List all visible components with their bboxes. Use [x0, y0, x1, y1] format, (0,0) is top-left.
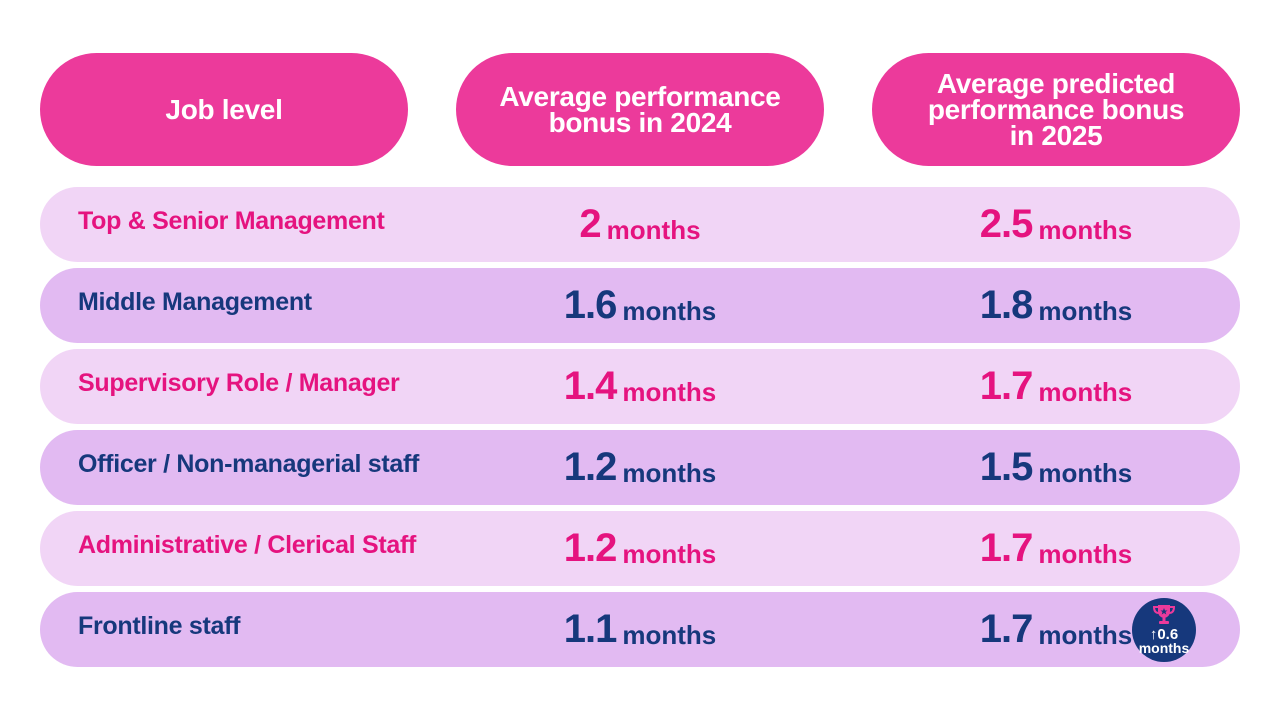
header-bonus-2024-text: Average performance bonus in 2024 [499, 80, 781, 138]
value-2025: 1.5 months [979, 445, 1133, 489]
value-2025: 2.5 months [979, 202, 1133, 246]
row-label: Top & Senior Management [78, 207, 385, 235]
table-row: Officer / Non-managerial staff 1.2 months… [40, 430, 1240, 505]
row-label: Middle Management [78, 288, 312, 316]
value-2024: 1.4 months [563, 364, 717, 408]
header-bonus-2024: Average performance bonus in 2024 [456, 53, 824, 166]
increase-badge: ↑0.6 months [1132, 598, 1196, 662]
table-row: Frontline staff 1.1 months 1.7 months ↑0.6… [40, 592, 1240, 667]
value-2025: 1.7 months [979, 364, 1133, 408]
value-2024: 2 months [579, 202, 701, 246]
value-2024: 1.2 months [563, 526, 717, 570]
table-row: Administrative / Clerical Staff 1.2 month… [40, 511, 1240, 586]
value-2025: 1.8 months [979, 283, 1133, 327]
badge-unit: months [1138, 640, 1190, 656]
value-2025: 1.7 months [979, 526, 1133, 570]
value-2024: 1.6 months [563, 283, 717, 327]
trophy-icon [1152, 605, 1176, 624]
header-bonus-2025-text: Average predicted performance bonus in 2… [927, 67, 1185, 151]
row-label: Officer / Non-managerial staff [78, 450, 420, 478]
row-label: Administrative / Clerical Staff [78, 531, 417, 559]
badge-value: ↑0.6 [1149, 626, 1179, 643]
table-row: Supervisory Role / Manager 1.4 months 1.7… [40, 349, 1240, 424]
table-row: Top & Senior Management 2 months 2.5 month… [40, 187, 1240, 262]
header-bonus-2025: Average predicted performance bonus in 2… [872, 53, 1240, 166]
value-2024: 1.1 months [563, 607, 717, 651]
row-label: Supervisory Role / Manager [78, 369, 400, 397]
row-label: Frontline staff [78, 612, 241, 640]
value-2025: 1.7 months [979, 607, 1133, 651]
value-2024: 1.2 months [563, 445, 717, 489]
header-job-level: Job level [40, 53, 408, 166]
table-row: Middle Management 1.6 months 1.8 months [40, 268, 1240, 343]
header-job-level-text: Job level [165, 93, 283, 125]
